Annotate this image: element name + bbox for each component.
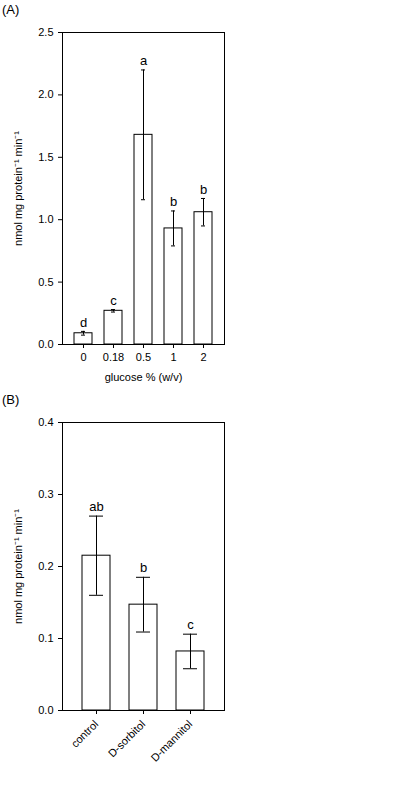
svg-text:0.0: 0.0 [38, 338, 53, 350]
svg-text:a: a [140, 53, 148, 68]
svg-text:control: control [69, 718, 101, 750]
svg-text:1.5: 1.5 [38, 151, 53, 163]
svg-text:0.4: 0.4 [38, 416, 53, 428]
svg-text:b: b [170, 194, 177, 209]
svg-text:0.5: 0.5 [136, 351, 151, 363]
svg-text:0: 0 [80, 351, 86, 363]
svg-text:b: b [200, 182, 207, 197]
html-text:(A): (A) [2, 2, 20, 17]
svg-text:0.5: 0.5 [38, 276, 53, 288]
svg-text:1.0: 1.0 [38, 213, 53, 225]
svg-text:d: d [80, 315, 87, 330]
svg-text:b: b [140, 560, 147, 575]
svg-text:2: 2 [200, 351, 206, 363]
svg-text:2.0: 2.0 [38, 88, 53, 100]
svg-text:0.3: 0.3 [38, 488, 53, 500]
svg-text:0.2: 0.2 [38, 560, 53, 572]
svg-text:nmol mg protein⁻¹ min⁻¹: nmol mg protein⁻¹ min⁻¹ [12, 509, 24, 624]
svg-text:c: c [110, 293, 117, 308]
svg-text:c: c [187, 617, 194, 632]
svg-text:0.18: 0.18 [103, 351, 124, 363]
svg-text:nmol mg protein⁻¹ min⁻¹: nmol mg protein⁻¹ min⁻¹ [12, 131, 24, 246]
svg-text:glucose % (w/v): glucose % (w/v) [105, 371, 183, 383]
svg-text:0.0: 0.0 [38, 704, 53, 716]
html-text:(B): (B) [2, 392, 20, 407]
svg-text:1: 1 [170, 351, 176, 363]
svg-text:ab: ab [89, 499, 103, 514]
svg-text:D-mannitol: D-mannitol [148, 718, 194, 764]
svg-text:D-sorbitol: D-sorbitol [106, 718, 148, 760]
svg-text:2.5: 2.5 [38, 26, 53, 38]
svg-text:0.1: 0.1 [38, 632, 53, 644]
